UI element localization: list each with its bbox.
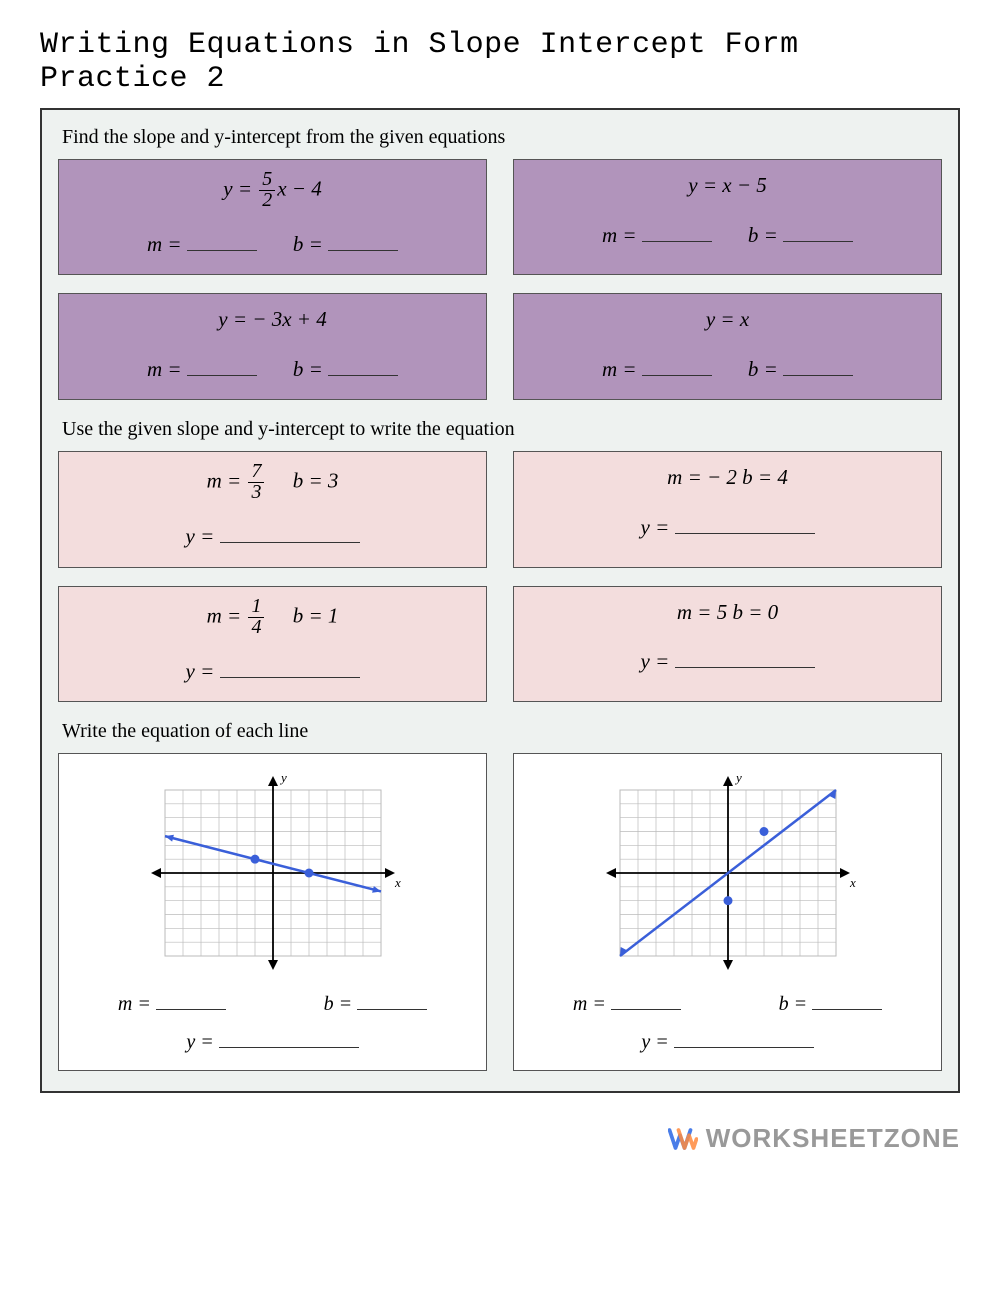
section2-instruction: Use the given slope and y-intercept to w… <box>62 418 938 441</box>
given-8: m = 5 b = 0 <box>522 597 933 629</box>
worksheet-frame: Find the slope and y-intercept from the … <box>40 108 960 1093</box>
section2-row2: m = 14 b = 1 y = m = 5 b = 0 y = <box>58 586 942 702</box>
y-blank[interactable] <box>675 649 815 668</box>
section3-row: xy m = b = y = xy m = b = y = <box>58 753 942 1071</box>
given-5: m = 73 b = 3 <box>67 462 478 503</box>
b-label: b = <box>293 229 398 261</box>
b-blank[interactable] <box>328 357 398 376</box>
m-blank[interactable] <box>156 992 226 1010</box>
y-blank[interactable] <box>220 659 360 678</box>
m-blank[interactable] <box>187 357 257 376</box>
section1-instruction: Find the slope and y-intercept from the … <box>62 126 938 149</box>
problem-box-3: y = − 3x + 4 m = b = <box>58 293 487 400</box>
y-answer: y = <box>67 656 478 688</box>
b-blank[interactable] <box>783 357 853 376</box>
page-footer: WORKSHEETZONE <box>0 1093 1000 1184</box>
y-answer: y = <box>69 1030 476 1054</box>
problem-box-1: y = 52x − 4 m = b = <box>58 159 487 275</box>
b-blank[interactable] <box>328 232 398 251</box>
coordinate-graph-1: xy <box>143 768 403 978</box>
problem-box-4: y = x m = b = <box>513 293 942 400</box>
logo-icon <box>668 1124 698 1154</box>
equation-3: y = − 3x + 4 <box>67 304 478 336</box>
equation-1: y = 52x − 4 <box>67 170 478 211</box>
m-label: m = <box>602 354 712 386</box>
problem-box-6: m = − 2 b = 4 y = <box>513 451 942 567</box>
y-answer: y = <box>524 1030 931 1054</box>
b-blank[interactable] <box>812 992 882 1010</box>
y-blank[interactable] <box>220 524 360 543</box>
m-blank[interactable] <box>187 232 257 251</box>
m-label: m = <box>147 354 257 386</box>
m-label: m = <box>602 220 712 252</box>
problem-box-2: y = x − 5 m = b = <box>513 159 942 275</box>
page-title: Writing Equations in Slope Intercept For… <box>0 0 1000 108</box>
given-7: m = 14 b = 1 <box>67 597 478 638</box>
section3-instruction: Write the equation of each line <box>62 720 938 743</box>
b-label: b = <box>293 354 398 386</box>
problem-box-8: m = 5 b = 0 y = <box>513 586 942 702</box>
b-label: b = <box>324 992 428 1016</box>
b-blank[interactable] <box>357 992 427 1010</box>
y-answer: y = <box>522 646 933 678</box>
m-label: m = <box>118 992 226 1016</box>
y-blank[interactable] <box>675 515 815 534</box>
m-blank[interactable] <box>642 357 712 376</box>
y-answer: y = <box>67 521 478 553</box>
y-blank[interactable] <box>219 1030 359 1048</box>
section1-row2: y = − 3x + 4 m = b = y = x m = b = <box>58 293 942 400</box>
brand-text: WORKSHEETZONE <box>706 1123 960 1154</box>
b-label: b = <box>779 992 883 1016</box>
y-blank[interactable] <box>674 1030 814 1048</box>
b-blank[interactable] <box>783 223 853 242</box>
m-blank[interactable] <box>611 992 681 1010</box>
equation-2: y = x − 5 <box>522 170 933 202</box>
svg-text:x: x <box>849 875 856 890</box>
graph-box-1: xy m = b = y = <box>58 753 487 1071</box>
m-blank[interactable] <box>642 223 712 242</box>
y-answer: y = <box>522 512 933 544</box>
problem-box-5: m = 73 b = 3 y = <box>58 451 487 567</box>
b-label: b = <box>748 220 853 252</box>
given-6: m = − 2 b = 4 <box>522 462 933 494</box>
brand-logo: WORKSHEETZONE <box>668 1123 960 1154</box>
section2-row1: m = 73 b = 3 y = m = − 2 b = 4 y = <box>58 451 942 567</box>
svg-text:y: y <box>734 770 742 785</box>
b-label: b = <box>748 354 853 386</box>
svg-text:x: x <box>394 875 401 890</box>
graph-box-2: xy m = b = y = <box>513 753 942 1071</box>
equation-4: y = x <box>522 304 933 336</box>
m-label: m = <box>573 992 681 1016</box>
problem-box-7: m = 14 b = 1 y = <box>58 586 487 702</box>
svg-text:y: y <box>279 770 287 785</box>
coordinate-graph-2: xy <box>598 768 858 978</box>
m-label: m = <box>147 229 257 261</box>
section1-row1: y = 52x − 4 m = b = y = x − 5 m = b = <box>58 159 942 275</box>
